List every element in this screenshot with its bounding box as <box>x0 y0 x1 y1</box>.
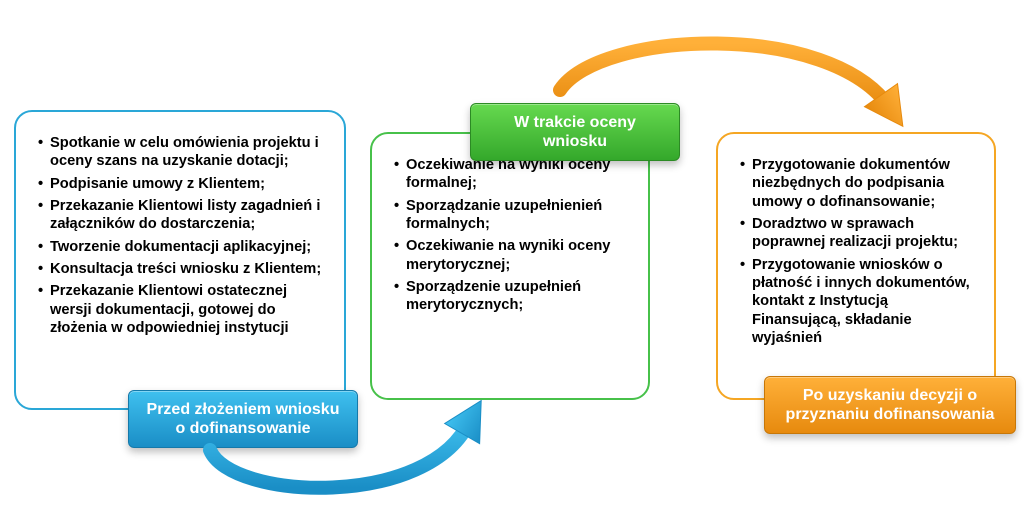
stage-panel-during: Oczekiwanie na wyniki oceny formalnej; S… <box>370 132 650 400</box>
list-item: Sporządzenie uzupełnień merytorycznych; <box>394 278 628 315</box>
list-item: Przygotowanie dokumentów niezbędnych do … <box>740 156 974 211</box>
bullet-list: Oczekiwanie na wyniki oceny formalnej; S… <box>394 156 628 315</box>
list-item: Przekazanie Klientowi listy zagadnień i … <box>38 197 324 234</box>
stage-panel-after: Przygotowanie dokumentów niezbędnych do … <box>716 132 996 400</box>
stage-badge-during: W trakcie oceny wniosku <box>470 103 680 161</box>
list-item: Przekazanie Klientowi ostatecznej wersji… <box>38 282 324 337</box>
bullet-list: Spotkanie w celu omówienia projektu i oc… <box>38 134 324 337</box>
list-item: Przygotowanie wniosków o płatność i inny… <box>740 256 974 348</box>
list-item: Konsultacja treści wniosku z Klientem; <box>38 260 324 278</box>
list-item: Tworzenie dokumentacji aplikacyjnej; <box>38 238 324 256</box>
list-item: Oczekiwanie na wyniki oceny formalnej; <box>394 156 628 193</box>
list-item: Sporządzanie uzupełnienień formalnych; <box>394 197 628 234</box>
bullet-list: Przygotowanie dokumentów niezbędnych do … <box>740 156 974 347</box>
stage-badge-before: Przed złożeniem wniosku o dofinansowanie <box>128 390 358 448</box>
stage-panel-before: Spotkanie w celu omówienia projektu i oc… <box>14 110 346 410</box>
list-item: Oczekiwanie na wyniki oceny merytoryczne… <box>394 237 628 274</box>
list-item: Spotkanie w celu omówienia projektu i oc… <box>38 134 324 171</box>
list-item: Podpisanie umowy z Klientem; <box>38 175 324 193</box>
stage-badge-after: Po uzyskaniu decyzji o przyznaniu dofina… <box>764 376 1016 434</box>
list-item: Doradztwo w sprawach poprawnej realizacj… <box>740 215 974 252</box>
